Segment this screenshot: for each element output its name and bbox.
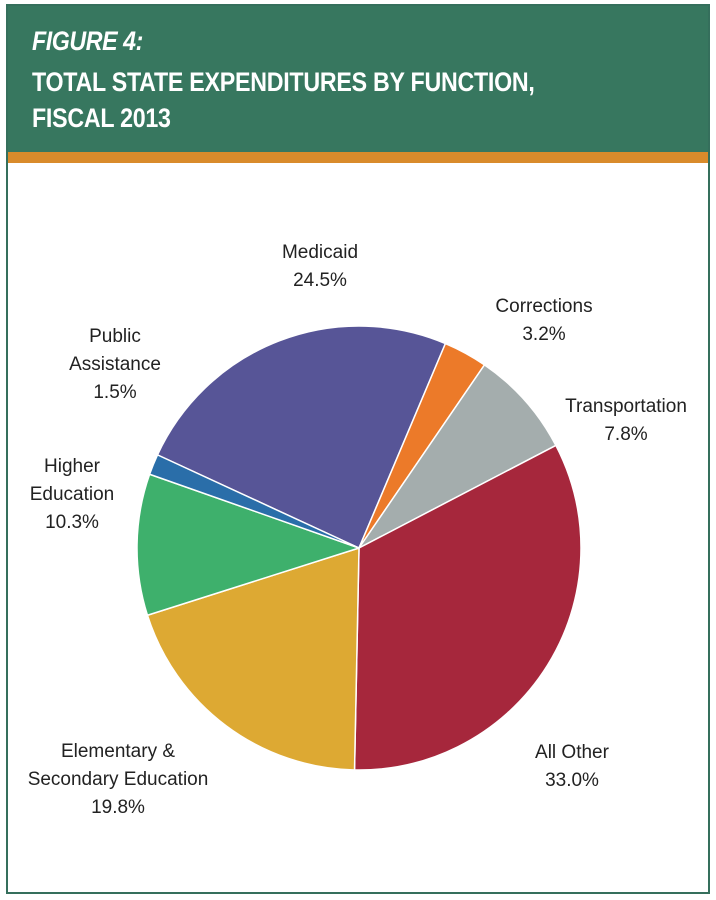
header-accent-rule [8,152,708,163]
pie-slice-higher-education [136,473,360,617]
slice-label-elementary-secondary-education: Elementary & Secondary Education 19.8% [28,741,209,818]
slice-name-elementary-secondary-education: Elementary & [61,741,175,762]
pie-slice-public-assistance [148,454,360,549]
slice-value-medicaid: 24.5% [293,270,347,291]
pie-labels: Medicaid 24.5% Corrections 3.2% Transportati… [28,242,687,818]
slice-name-all-other: All Other [535,742,610,763]
pie-slice-medicaid [156,325,447,549]
pie-slices [136,325,582,771]
slice-label-higher-education: Higher Education 10.3% [30,456,115,533]
slice-name-higher-education: Education [30,484,115,505]
slice-name-public-assistance: Assistance [69,354,161,375]
figure-title-line-1: TOTAL STATE EXPENDITURES BY FUNCTION, [32,67,535,97]
slice-label-public-assistance: Public Assistance 1.5% [69,326,161,403]
slice-name-transportation: Transportation [565,396,687,417]
slice-value-corrections: 3.2% [522,324,565,345]
pie-slice-all-other [353,444,582,771]
figure-header: FIGURE 4: TOTAL STATE EXPENDITURES BY FU… [8,6,708,152]
slice-value-elementary-secondary-education: 19.8% [91,797,145,818]
figure-label: FIGURE 4: [32,26,143,56]
slice-label-all-other: All Other 33.0% [535,742,610,791]
slice-value-higher-education: 10.3% [45,512,99,533]
slice-name-public-assistance: Public [89,326,141,347]
figure-title: TOTAL STATE EXPENDITURES BY FUNCTION, FI… [32,64,535,136]
pie-slice-transportation [358,364,557,549]
slice-name-higher-education: Higher [44,456,101,477]
slice-name-medicaid: Medicaid [282,242,358,263]
slice-name-corrections: Corrections [495,296,592,317]
pie-slice-elementary-secondary-education [146,547,360,771]
slice-name-elementary-secondary-education: Secondary Education [28,769,209,790]
slice-label-corrections: Corrections 3.2% [495,296,592,345]
slice-value-all-other: 33.0% [545,770,599,791]
slice-label-medicaid: Medicaid 24.5% [282,242,358,291]
figure-title-line-2: FISCAL 2013 [32,103,171,133]
slice-label-transportation: Transportation 7.8% [565,396,687,445]
slice-value-transportation: 7.8% [604,424,647,445]
slice-value-public-assistance: 1.5% [93,382,136,403]
